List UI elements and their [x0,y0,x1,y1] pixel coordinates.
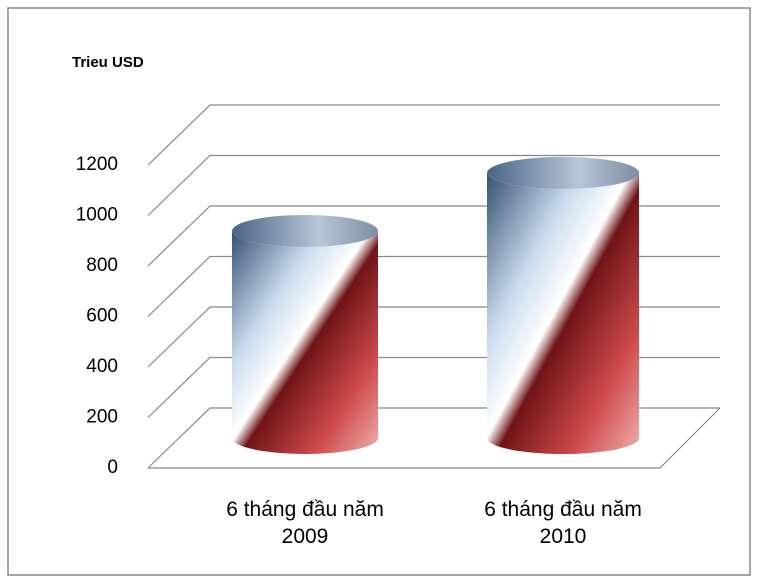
y-axis-title: Trieu USD [72,54,144,71]
x-tick-label: 6 tháng đầu năm 2010 [484,498,642,548]
y-tick-label: 1200 [76,154,118,175]
grid-line [147,154,720,216]
cylinder-top [232,214,378,247]
y-tick-label: 600 [86,306,118,327]
cylinder-top [487,156,639,189]
y-tick-label: 0 [107,457,118,478]
y-tick-label: 400 [86,356,118,377]
chart-border [7,7,751,576]
y-tick-label: 1000 [76,205,118,226]
floor [148,407,721,469]
x-tick-label: 6 tháng đầu năm 2009 [226,498,384,548]
grid-line [147,104,720,166]
y-tick-label: 200 [86,407,118,428]
cylinder-body [232,230,378,454]
y-tick-label: 800 [86,255,118,276]
cylinder-body [487,172,639,454]
